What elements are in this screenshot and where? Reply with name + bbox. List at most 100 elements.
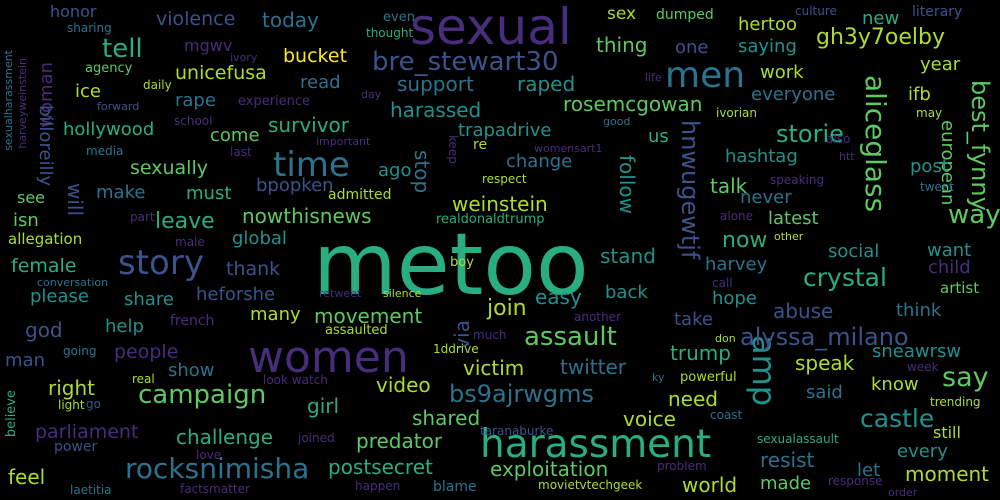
word-post: post [910, 156, 949, 177]
word-even: even [383, 10, 415, 25]
word-call: call [712, 276, 733, 290]
word-billoreilly: billoreilly [35, 105, 56, 187]
word-us: us [648, 126, 669, 147]
word-voice: voice [623, 407, 676, 431]
word-story: story [118, 243, 204, 283]
word-literary: literary [912, 4, 963, 20]
word-dumped: dumped [656, 7, 714, 23]
word-sneawrsw: sneawrsw [872, 341, 962, 362]
word-unicefusa: unicefusa [175, 62, 267, 84]
word-follow: follow [615, 155, 639, 214]
word-feel: feel [8, 465, 46, 489]
word-htt: htt [839, 150, 855, 163]
word-world: world [682, 473, 738, 497]
word-bucket: bucket [283, 45, 348, 67]
word-god: god [25, 318, 63, 342]
word-allegation: allegation [8, 230, 83, 248]
word-thought: thought [366, 26, 414, 40]
word-realdonaldtrump: realdonaldtrump [436, 212, 545, 227]
word-real: real [132, 372, 155, 386]
word-castle: castle [860, 404, 935, 433]
word-admitted: admitted [328, 187, 392, 203]
word-retweet: retweet [319, 287, 362, 300]
word-problem: problem [657, 459, 707, 473]
word-bs9ajrwgms: bs9ajrwgms [449, 380, 594, 408]
word-thank: thank [226, 258, 281, 280]
word-harvey: harvey [705, 254, 768, 275]
word-love: love [196, 448, 222, 462]
word-support: support [397, 72, 474, 96]
word-rocksnimisha: rocksnimisha [125, 452, 310, 485]
word-one: one [675, 37, 709, 58]
word-school: school [174, 114, 213, 128]
word-let: let [857, 460, 881, 481]
word-ivorian: ivorian [716, 106, 758, 120]
word-trending: trending [930, 395, 981, 409]
word-week: week [907, 360, 939, 374]
word-back: back [605, 282, 648, 303]
word-may: may [916, 106, 943, 120]
word-experience: experience [238, 94, 311, 109]
word-hnwugewtjf: hnwugewtjf [676, 120, 704, 260]
word-ago: ago [378, 160, 412, 181]
word-blame: blame [433, 479, 477, 495]
word-never: never [740, 187, 792, 208]
word-male: male [175, 235, 205, 249]
word-now: now [722, 228, 768, 253]
word-tweet: tweet [920, 180, 954, 194]
word-video: video [376, 373, 431, 397]
word-harassment: harassment [480, 422, 712, 467]
word-abuse: abuse [773, 299, 834, 323]
word-need: need [668, 387, 718, 411]
word-everyone: everyone [751, 84, 836, 105]
word-assault: assault [524, 322, 617, 352]
word-good: good [603, 115, 631, 128]
word-parliament: parliament [35, 421, 139, 443]
word-year: year [920, 54, 961, 75]
word-share: share [124, 289, 174, 310]
word-agency: agency [85, 61, 133, 76]
word-know: know [871, 374, 919, 395]
word-read: read [300, 72, 341, 93]
word-forward: forward [97, 100, 140, 113]
word-exploitation: exploitation [490, 457, 609, 481]
word-think: think [896, 300, 942, 321]
word-honor: honor [50, 2, 97, 21]
word-hollywood: hollywood [63, 119, 155, 140]
word-powerful: powerful [680, 370, 737, 385]
word-bre_stewart30: bre_stewart30 [372, 47, 559, 77]
word-response: response [828, 474, 883, 488]
word-life: life [645, 71, 662, 84]
word-ivory: ivory [230, 51, 258, 64]
word-taranaburke: taranaburke [480, 424, 554, 438]
word-stand: stand [600, 244, 656, 268]
word-thing: thing [596, 33, 648, 57]
word-way: way [948, 200, 1000, 230]
word-show: show [168, 360, 215, 381]
word-alyssa_milano: alyssa_milano [740, 323, 909, 351]
word-speak: speak [795, 351, 855, 375]
word-part: part [130, 210, 155, 224]
word-go: go [86, 397, 101, 411]
word-movietvtechgeek: movietvtechgeek [538, 478, 643, 492]
word-amp: amp [745, 335, 783, 407]
word-campaign: campaign [138, 380, 267, 410]
word-isn: isn [13, 210, 39, 231]
word-light: light [58, 398, 85, 412]
word-ky: ky [652, 371, 665, 384]
word-ice: ice [75, 81, 101, 102]
word-weinstein: weinstein [452, 192, 548, 216]
word-global: global [232, 228, 287, 249]
word-time: time [273, 145, 350, 185]
word-womensart1: womensart1 [534, 142, 603, 155]
word-boy: boy [450, 255, 474, 270]
word-victim: victim [463, 356, 525, 380]
word-movement: movement [314, 304, 423, 328]
word-latest: latest [768, 208, 819, 229]
word-sexualharassment: sexualharassment [2, 50, 15, 151]
word-sex: sex [607, 4, 637, 24]
word-sexualassault: sexualassault [757, 432, 839, 446]
word-rape: rape [175, 90, 216, 111]
word-power: power [54, 439, 98, 455]
word-metoo: metoo [313, 215, 589, 315]
